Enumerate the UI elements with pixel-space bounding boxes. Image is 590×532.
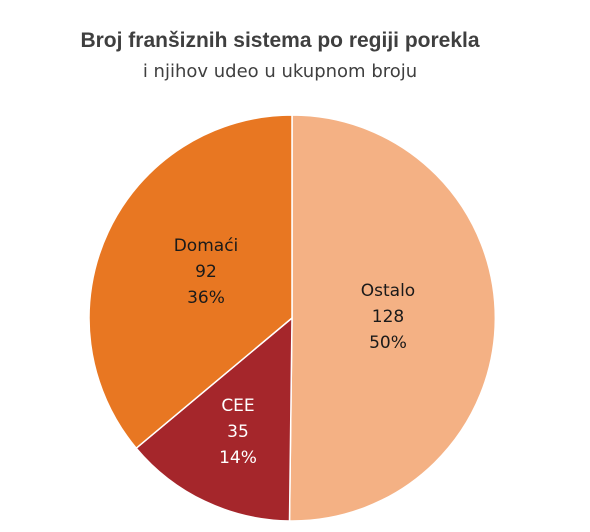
slice-label-name: Domaći: [174, 236, 239, 256]
slice-label-value: 35: [227, 422, 249, 442]
pie-slice-ostalo: [288, 114, 497, 522]
slice-label-value: 128: [372, 307, 404, 327]
slice-label-name: Ostalo: [361, 281, 415, 301]
slice-label-value: 92: [195, 262, 217, 282]
slice-label-percent: 14%: [219, 448, 257, 468]
pie-labels: Ostalo 128 50% CEE 35 14% Domaći 92 36%: [174, 236, 416, 468]
pie-slice-doma-i: [88, 114, 293, 450]
slice-label-percent: 50%: [369, 333, 407, 353]
pie-slice-cee: [135, 316, 293, 522]
chart-subtitle: i njihov udeo u ukupnom broju: [142, 61, 418, 82]
slice-label-percent: 36%: [187, 288, 225, 308]
chart-header: Broj franšiznih sistema po regiji porekl…: [0, 26, 560, 86]
slice-label-name: CEE: [221, 396, 254, 416]
pie-slices: [88, 114, 497, 522]
chart-title: Broj franšiznih sistema po regiji porekl…: [80, 29, 480, 52]
